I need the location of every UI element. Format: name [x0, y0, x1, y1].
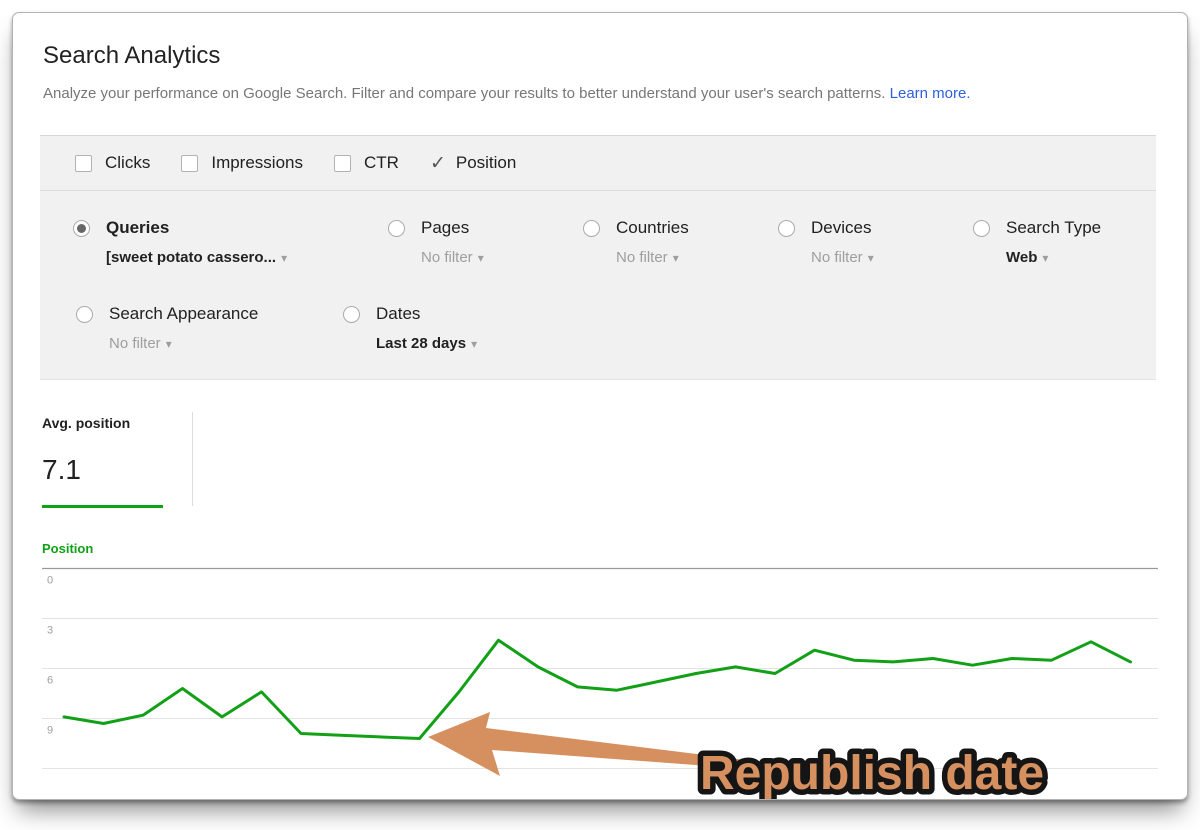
metric-divider — [192, 412, 193, 506]
metric-toggle-clicks[interactable]: Clicks — [75, 153, 150, 173]
radio-icon — [343, 305, 360, 323]
dimension-label: Search Appearance — [109, 304, 259, 323]
svg-text:0: 0 — [47, 575, 53, 587]
dimension-queries: Queries [sweet potato cassero... ▾ — [73, 218, 287, 266]
filter-panel: Clicks Impressions CTR ✓ Position Querie… — [40, 135, 1156, 380]
annotation-arrow-icon — [428, 712, 818, 776]
filter-value: No filter — [616, 249, 668, 266]
chart-series-label: Position — [42, 541, 94, 556]
filter-value: [sweet potato cassero... — [106, 249, 277, 266]
devices-filter-dropdown[interactable]: No filter ▾ — [811, 249, 874, 266]
countries-filter-dropdown[interactable]: No filter ▾ — [616, 249, 689, 266]
learn-more-link[interactable]: Learn more. — [889, 85, 971, 102]
filter-value: Last 28 days — [376, 335, 467, 352]
search-appearance-filter-dropdown[interactable]: No filter ▾ — [109, 335, 258, 352]
dates-filter-dropdown[interactable]: Last 28 days ▾ — [376, 335, 477, 352]
radio-icon — [778, 219, 795, 237]
radio-icon — [973, 219, 990, 237]
chevron-down-icon: ▾ — [867, 251, 874, 265]
checkbox-icon — [75, 154, 92, 172]
dimension-radio-dates[interactable]: Dates — [343, 304, 477, 324]
dimension-radio-devices[interactable]: Devices — [778, 218, 874, 238]
chevron-down-icon: ▾ — [281, 251, 288, 265]
dimension-search-type: Search Type Web ▾ — [973, 218, 1101, 266]
dimension-search-appearance: Search Appearance No filter ▾ — [76, 304, 258, 352]
svg-text:3: 3 — [47, 625, 53, 637]
dimension-label: Countries — [616, 218, 689, 237]
dimension-dates: Dates Last 28 days ▾ — [343, 304, 477, 352]
filter-value: Web — [1006, 249, 1038, 266]
metric-toggle-position[interactable]: ✓ Position — [430, 153, 516, 173]
metric-label: Clicks — [105, 153, 151, 172]
dimension-radio-pages[interactable]: Pages — [388, 218, 484, 238]
svg-text:6: 6 — [47, 675, 53, 687]
dimension-pages: Pages No filter ▾ — [388, 218, 484, 266]
dimension-label: Queries — [106, 218, 170, 237]
page-title: Search Analytics — [43, 42, 221, 69]
chevron-down-icon: ▾ — [1042, 251, 1049, 265]
filter-value: No filter — [109, 335, 161, 352]
chevron-down-icon: ▾ — [165, 337, 172, 351]
check-icon: ✓ — [429, 152, 446, 174]
chevron-down-icon: ▾ — [477, 251, 484, 265]
radio-icon — [76, 305, 93, 323]
radio-icon — [583, 219, 600, 237]
dimension-radio-countries[interactable]: Countries — [583, 218, 689, 238]
dimension-label: Pages — [421, 218, 470, 237]
metric-toggle-impressions[interactable]: Impressions — [181, 153, 303, 173]
dimension-radio-search-type[interactable]: Search Type — [973, 218, 1101, 238]
position-series-line — [62, 638, 1132, 740]
radio-icon — [73, 219, 90, 237]
filter-value: No filter — [811, 249, 863, 266]
dimension-label: Devices — [811, 218, 872, 237]
dimension-label: Search Type — [1006, 218, 1102, 237]
dimension-label: Dates — [376, 304, 421, 323]
filter-value: No filter — [421, 249, 473, 266]
chevron-down-icon: ▾ — [672, 251, 679, 265]
svg-text:9: 9 — [47, 725, 53, 737]
metric-label: Position — [455, 153, 517, 172]
subtitle-text: Analyze your performance on Google Searc… — [43, 85, 886, 102]
annotation-text-outline: Republish date — [700, 747, 1044, 800]
radio-icon — [388, 219, 405, 237]
checkbox-icon — [181, 154, 199, 172]
dimension-selector: Queries [sweet potato cassero... ▾ Pages … — [40, 191, 1156, 379]
annotation-text: Republish date — [700, 747, 1044, 800]
screenshot-frame: Search Analytics Analyze your performanc… — [12, 12, 1188, 800]
chevron-down-icon: ▾ — [471, 337, 478, 351]
checkbox-icon — [333, 154, 351, 172]
metrics-toggle-bar: Clicks Impressions CTR ✓ Position — [40, 136, 1156, 191]
dimension-radio-search-appearance[interactable]: Search Appearance — [76, 304, 258, 324]
search-type-filter-dropdown[interactable]: Web ▾ — [1006, 249, 1101, 266]
dimension-countries: Countries No filter ▾ — [583, 218, 689, 266]
chart-gridlines: 0 3 6 9 — [42, 567, 1158, 770]
pages-filter-dropdown[interactable]: No filter ▾ — [421, 249, 484, 266]
dimension-radio-queries[interactable]: Queries — [73, 218, 287, 238]
metric-toggle-ctr[interactable]: CTR — [333, 153, 399, 173]
avg-position-label: Avg. position — [42, 415, 131, 431]
dimension-devices: Devices No filter ▾ — [778, 218, 874, 266]
metric-underline — [42, 505, 163, 508]
queries-filter-dropdown[interactable]: [sweet potato cassero... ▾ — [106, 249, 287, 266]
avg-position-value: 7.1 — [42, 454, 81, 485]
metric-label: CTR — [363, 153, 399, 172]
metric-label: Impressions — [211, 153, 303, 172]
page-subtitle: Analyze your performance on Google Searc… — [43, 85, 971, 102]
